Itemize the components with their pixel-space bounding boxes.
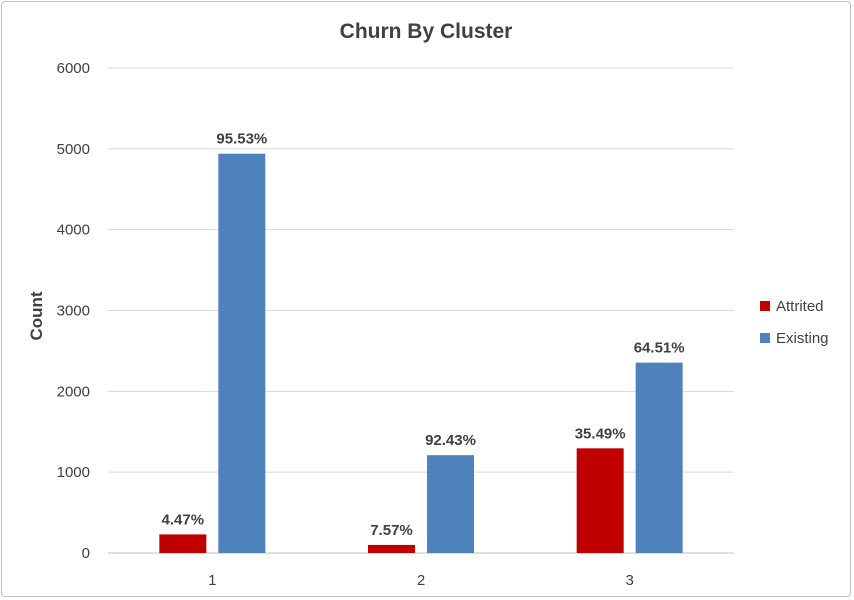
data-label: 35.49%: [575, 425, 626, 442]
data-label: 92.43%: [425, 432, 476, 449]
bars: [159, 153, 683, 553]
y-axis-label: Count: [27, 291, 46, 340]
x-tick-labels: 1 2 3: [208, 572, 634, 589]
legend-label: Attrited: [776, 298, 824, 315]
bar-attrited-1: [159, 534, 207, 553]
y-tick-label: 3000: [57, 303, 90, 320]
legend: Attrited Existing: [760, 298, 829, 347]
legend-label: Existing: [776, 330, 829, 347]
bar-existing-2: [427, 455, 474, 553]
x-tick-label: 1: [208, 572, 216, 589]
data-label: 4.47%: [162, 511, 205, 528]
bar-attrited-2: [368, 544, 415, 553]
data-labels: 4.47% 95.53% 7.57% 92.43% 35.49% 64.51%: [162, 131, 685, 539]
y-tick-labels: 0 1000 2000 3000 4000 5000 6000: [57, 60, 90, 562]
data-label: 7.57%: [370, 522, 413, 539]
bar-existing-1: [218, 153, 266, 553]
x-tick-label: 2: [417, 572, 425, 589]
y-tick-label: 2000: [57, 383, 90, 400]
chart-title: Churn By Cluster: [340, 20, 513, 43]
data-label: 95.53%: [216, 131, 267, 148]
y-tick-label: 5000: [57, 141, 90, 158]
bar-attrited-3: [576, 448, 624, 553]
y-tick-label: 1000: [57, 464, 90, 481]
x-tick-label: 3: [625, 572, 633, 589]
legend-swatch-attrited: [760, 301, 770, 311]
y-tick-label: 6000: [57, 60, 90, 77]
y-tick-label: 4000: [57, 222, 90, 239]
legend-swatch-existing: [760, 333, 770, 343]
bar-existing-3: [635, 362, 683, 553]
y-tick-label: 0: [82, 545, 90, 562]
gridlines: [108, 67, 734, 554]
data-label: 64.51%: [634, 340, 685, 357]
